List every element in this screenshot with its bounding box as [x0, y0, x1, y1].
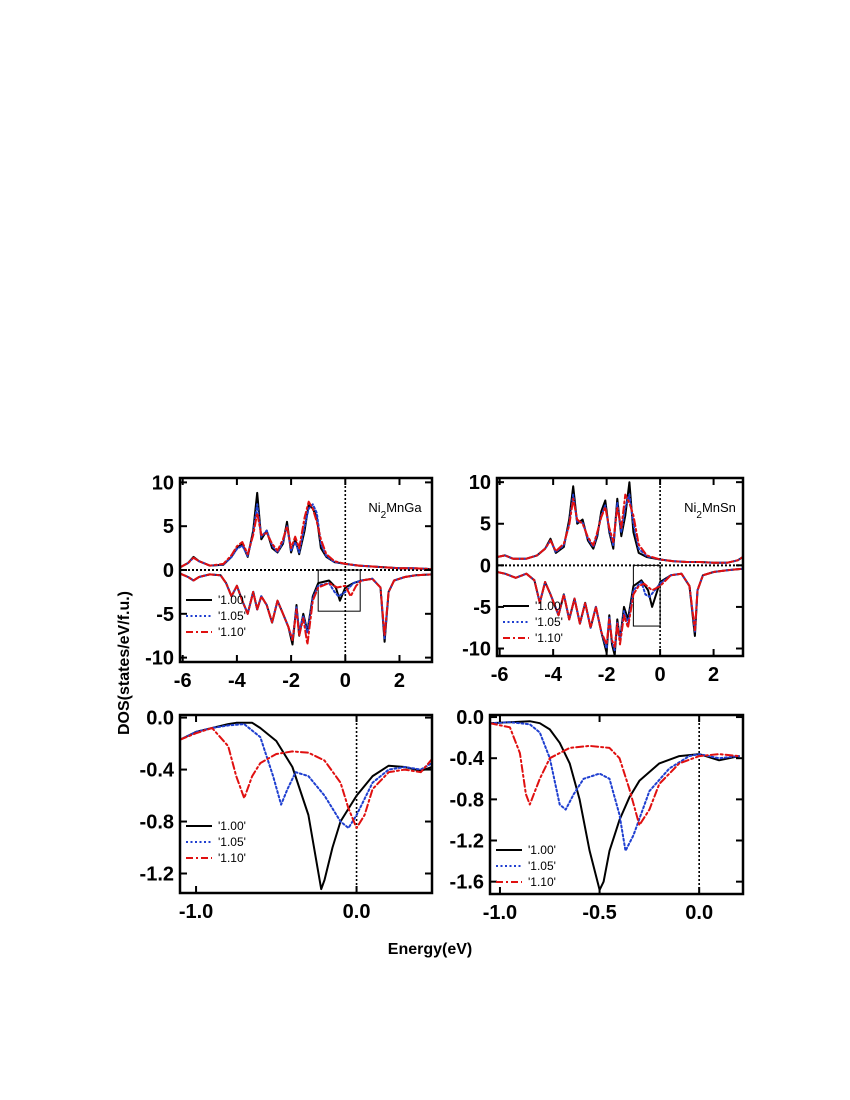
y-tick-label: -0.4	[140, 760, 175, 782]
panel-4: -1.0 -0.5 0.00.0-0.4-0.8-1.2-1.6'1.00''1.0…	[450, 707, 745, 924]
series-line-2	[180, 723, 432, 829]
y-tick-label: -5	[156, 604, 174, 626]
series-line-3	[497, 493, 743, 564]
compound-label-part: MnSn	[702, 500, 736, 515]
legend: '1.00' '1.05' '1.10'	[186, 819, 246, 865]
panels: -6 -4 -2 0 21050-5-10Ni2MnGa'1.00''1.05''1.1…	[140, 472, 745, 924]
y-tick-label: 0.0	[146, 708, 174, 730]
panel-3: -1.0 0.0 0.0 -0.4 -0.8 -1.2 '1.00' '1.05' '1.10'	[140, 708, 434, 923]
compound-label-subscript: 2	[696, 510, 702, 521]
plot-frame	[495, 476, 745, 658]
x-tick-label: -0.5	[582, 902, 616, 924]
x-tick-label: -1.0	[483, 902, 517, 924]
plot-frame	[488, 713, 745, 896]
legend: '1.00' '1.05' '1.10'	[496, 843, 556, 889]
x-tick-label: -4	[228, 670, 247, 692]
x-tick-label: 0.0	[343, 901, 371, 923]
x-tick-label: 0	[340, 670, 351, 692]
y-tick-label: 5	[163, 516, 174, 538]
zoom-region-box	[317, 569, 361, 612]
legend-label-1: '1.00'	[535, 599, 563, 613]
y-tick-label: -10	[145, 648, 174, 670]
y-tick-label: 5	[480, 514, 491, 536]
series-line-2	[497, 493, 743, 564]
y-tick-label: -10	[462, 639, 491, 661]
x-tick-label: 0	[655, 664, 666, 686]
series-group	[180, 721, 432, 891]
x-tick-label: 2	[708, 664, 719, 686]
legend-label-1: '1.00'	[218, 593, 246, 607]
compound-label-subscript: 2	[381, 510, 387, 521]
compound-label-part: Ni	[368, 500, 380, 515]
legend-label-3: '1.10'	[218, 625, 246, 639]
x-tick-label: -2	[598, 664, 616, 686]
y-tick-label: 0	[163, 560, 174, 582]
y-tick-label: -1.2	[140, 864, 174, 886]
series-line-3	[180, 500, 432, 571]
legend-label-1: '1.00'	[218, 819, 246, 833]
legend-label-3: '1.10'	[528, 875, 556, 889]
y-tick-label: 10	[469, 472, 491, 494]
y-tick-label: -0.8	[140, 812, 174, 834]
x-tick-label: -1.0	[179, 901, 213, 923]
legend-label-3: '1.10'	[535, 631, 563, 645]
y-tick-label: 10	[152, 472, 174, 494]
compound-label-part: Ni	[684, 500, 696, 515]
y-tick-label: -1.2	[450, 831, 484, 853]
series-line-3	[497, 567, 743, 648]
series-line-1	[180, 721, 432, 891]
series-line-2	[490, 721, 740, 852]
legend-label-2: '1.05'	[528, 859, 556, 873]
panel-2: -6 -4 -2 0 21050-5-10Ni2MnSn'1.00''1.05''1.1…	[462, 472, 745, 686]
compound-label: Ni2MnSn	[684, 500, 736, 521]
y-axis-label: DOS(states/eV/f.u.)	[116, 591, 133, 735]
panel-1: -6 -4 -2 0 21050-5-10Ni2MnGa'1.00''1.05''1.1…	[145, 472, 434, 692]
series-line-3	[180, 727, 432, 829]
y-tick-label: -0.8	[450, 789, 484, 811]
y-tick-label: -1.6	[450, 872, 484, 894]
legend-label-1: '1.00'	[528, 843, 556, 857]
legend: '1.00' '1.05' '1.10'	[503, 599, 563, 645]
series-group	[490, 720, 740, 891]
legend-label-2: '1.05'	[218, 835, 246, 849]
x-tick-label: -6	[491, 664, 509, 686]
legend-label-3: '1.10'	[218, 851, 246, 865]
y-tick-label: 0.0	[456, 707, 484, 729]
x-axis-label: Energy(eV)	[388, 941, 472, 958]
legend-label-2: '1.05'	[218, 609, 246, 623]
y-tick-label: 0	[480, 555, 491, 577]
x-tick-label: 2	[394, 670, 405, 692]
y-tick-label: -5	[473, 597, 491, 619]
legend-label-2: '1.05'	[535, 615, 563, 629]
series-group	[180, 491, 432, 646]
compound-label: Ni2MnGa	[368, 500, 422, 521]
x-tick-label: 0.0	[685, 902, 713, 924]
y-tick-label: -0.4	[450, 748, 485, 770]
x-tick-label: -4	[544, 664, 563, 686]
legend: '1.00' '1.05' '1.10'	[186, 593, 246, 639]
x-tick-label: -2	[282, 670, 300, 692]
series-group	[497, 481, 743, 656]
series-line-3	[180, 572, 432, 646]
compound-label-part: MnGa	[386, 500, 422, 515]
series-line-1	[490, 720, 740, 891]
plot-frame	[178, 713, 434, 895]
x-tick-label: -6	[174, 670, 192, 692]
series-line-3	[490, 722, 740, 827]
